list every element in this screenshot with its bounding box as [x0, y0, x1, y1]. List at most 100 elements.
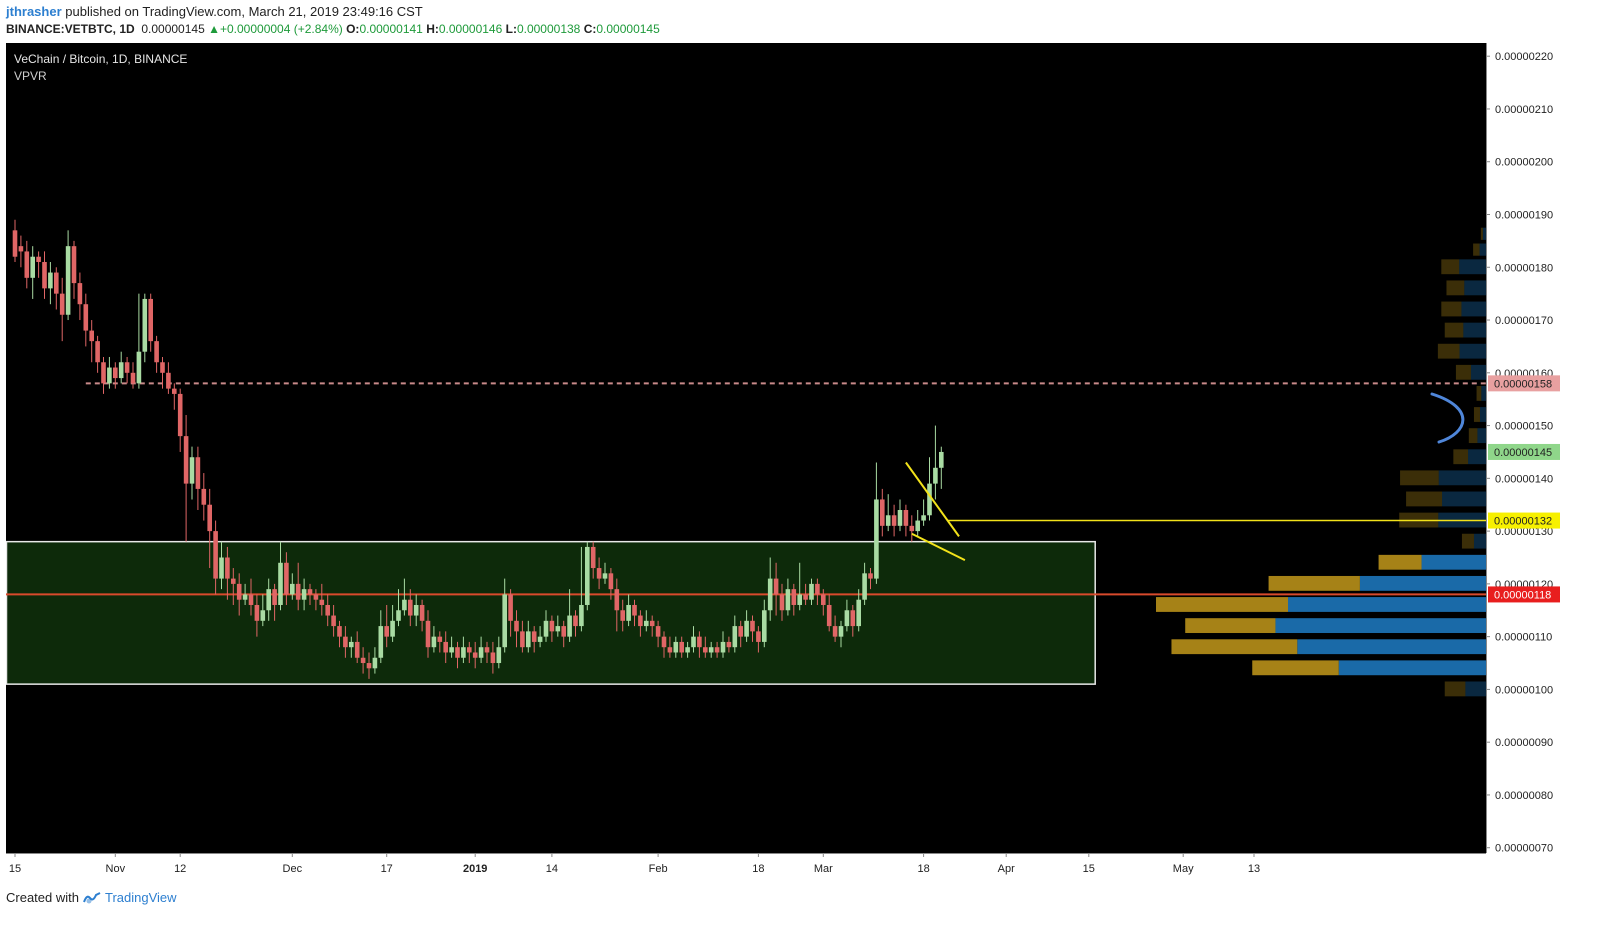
candle-body[interactable] — [750, 620, 755, 632]
candle-body[interactable] — [54, 272, 59, 294]
candle-body[interactable] — [520, 631, 525, 648]
candle-body[interactable] — [472, 652, 478, 658]
candle-body[interactable] — [236, 583, 242, 600]
candle-body[interactable] — [685, 647, 690, 653]
candle-body[interactable] — [714, 647, 720, 653]
candle-body[interactable] — [803, 594, 808, 600]
candle-body[interactable] — [708, 647, 714, 653]
candle-body[interactable] — [809, 583, 814, 600]
candle-body[interactable] — [36, 256, 41, 262]
candle-body[interactable] — [502, 594, 507, 648]
wedge-lower-line[interactable] — [911, 532, 966, 562]
candle-body[interactable] — [762, 610, 767, 642]
candle-body[interactable] — [219, 557, 224, 579]
candle-body[interactable] — [767, 578, 773, 611]
candle-body[interactable] — [136, 351, 142, 384]
candle-body[interactable] — [396, 610, 401, 621]
candle-body[interactable] — [874, 499, 879, 579]
candle-body[interactable] — [880, 499, 885, 526]
candle-body[interactable] — [608, 573, 614, 590]
candle-body[interactable] — [343, 636, 348, 648]
candle-body[interactable] — [372, 657, 378, 669]
candle-body[interactable] — [779, 594, 785, 611]
candle-body[interactable] — [797, 594, 802, 605]
candle-body[interactable] — [402, 599, 407, 611]
candle-body[interactable] — [921, 515, 926, 521]
author-name[interactable]: jthrasher — [6, 4, 62, 19]
candle-body[interactable] — [71, 246, 77, 284]
candle-body[interactable] — [620, 610, 625, 621]
candle-body[interactable] — [549, 620, 555, 632]
candle-body[interactable] — [732, 626, 738, 648]
candle-body[interactable] — [225, 557, 230, 579]
candle-body[interactable] — [42, 261, 47, 289]
candle-body[interactable] — [83, 304, 89, 331]
candle-body[interactable] — [154, 341, 159, 363]
candle-body[interactable] — [667, 647, 673, 653]
candle-body[interactable] — [484, 647, 490, 653]
candle-body[interactable] — [850, 610, 856, 627]
candle-body[interactable] — [744, 620, 749, 637]
candle-body[interactable] — [773, 578, 779, 595]
candle-body[interactable] — [821, 594, 826, 605]
candle-body[interactable] — [602, 573, 608, 579]
candle-body[interactable] — [579, 604, 584, 627]
candle-body[interactable] — [254, 604, 260, 621]
candle-body[interactable] — [207, 504, 212, 532]
chart-canvas[interactable]: 0.00000220 0.00000210 0.00000200 0.00000190… — [6, 43, 1564, 881]
candle-body[interactable] — [856, 599, 861, 627]
candle-body[interactable] — [555, 626, 561, 632]
candle-body[interactable] — [644, 620, 649, 627]
candle-body[interactable] — [490, 652, 496, 664]
candle-body[interactable] — [868, 573, 873, 579]
candle-body[interactable] — [844, 610, 850, 627]
candle-body[interactable] — [862, 573, 867, 600]
candle-body[interactable] — [12, 230, 18, 257]
candle-body[interactable] — [720, 641, 726, 653]
candle-body[interactable] — [838, 626, 844, 637]
candle-body[interactable] — [48, 272, 53, 289]
candle-body[interactable] — [101, 362, 106, 384]
candle-body[interactable] — [349, 641, 354, 648]
candle-body[interactable] — [915, 520, 920, 532]
candle-body[interactable] — [614, 589, 620, 611]
candle-body[interactable] — [337, 626, 342, 637]
candle-body[interactable] — [443, 641, 448, 653]
candle-body[interactable] — [413, 604, 419, 616]
candle-body[interactable] — [408, 599, 413, 616]
candle-body[interactable] — [172, 388, 177, 394]
candle-body[interactable] — [933, 467, 938, 484]
candle-body[interactable] — [160, 362, 165, 373]
candle-body[interactable] — [148, 298, 153, 342]
candle-body[interactable] — [113, 367, 118, 379]
candle-body[interactable] — [248, 594, 254, 605]
candle-body[interactable] — [649, 620, 655, 627]
candle-body[interactable] — [679, 641, 684, 653]
candle-body[interactable] — [18, 246, 24, 252]
candle-body[interactable] — [939, 451, 944, 468]
candle-body[interactable] — [201, 488, 207, 505]
candle-body[interactable] — [785, 589, 791, 611]
candle-body[interactable] — [24, 251, 30, 278]
candle-body[interactable] — [366, 663, 372, 669]
candle-body[interactable] — [278, 562, 283, 605]
candle-body[interactable] — [673, 641, 679, 653]
candle-body[interactable] — [543, 620, 549, 637]
candle-body[interactable] — [118, 362, 124, 379]
candle-body[interactable] — [826, 604, 832, 627]
candle-body[interactable] — [284, 562, 289, 595]
candle-body[interactable] — [638, 615, 643, 627]
candle-body[interactable] — [354, 641, 360, 658]
candle-body[interactable] — [661, 636, 667, 648]
candle-body[interactable] — [514, 620, 519, 632]
candle-body[interactable] — [130, 372, 136, 384]
candle-body[interactable] — [419, 604, 425, 621]
candle-body[interactable] — [307, 589, 313, 595]
candle-body[interactable] — [325, 604, 330, 616]
candle-body[interactable] — [449, 647, 454, 653]
candle-body[interactable] — [313, 594, 319, 600]
candle-body[interactable] — [832, 626, 838, 637]
candle-body[interactable] — [697, 636, 702, 648]
candle-body[interactable] — [585, 546, 590, 605]
candle-body[interactable] — [59, 293, 65, 315]
